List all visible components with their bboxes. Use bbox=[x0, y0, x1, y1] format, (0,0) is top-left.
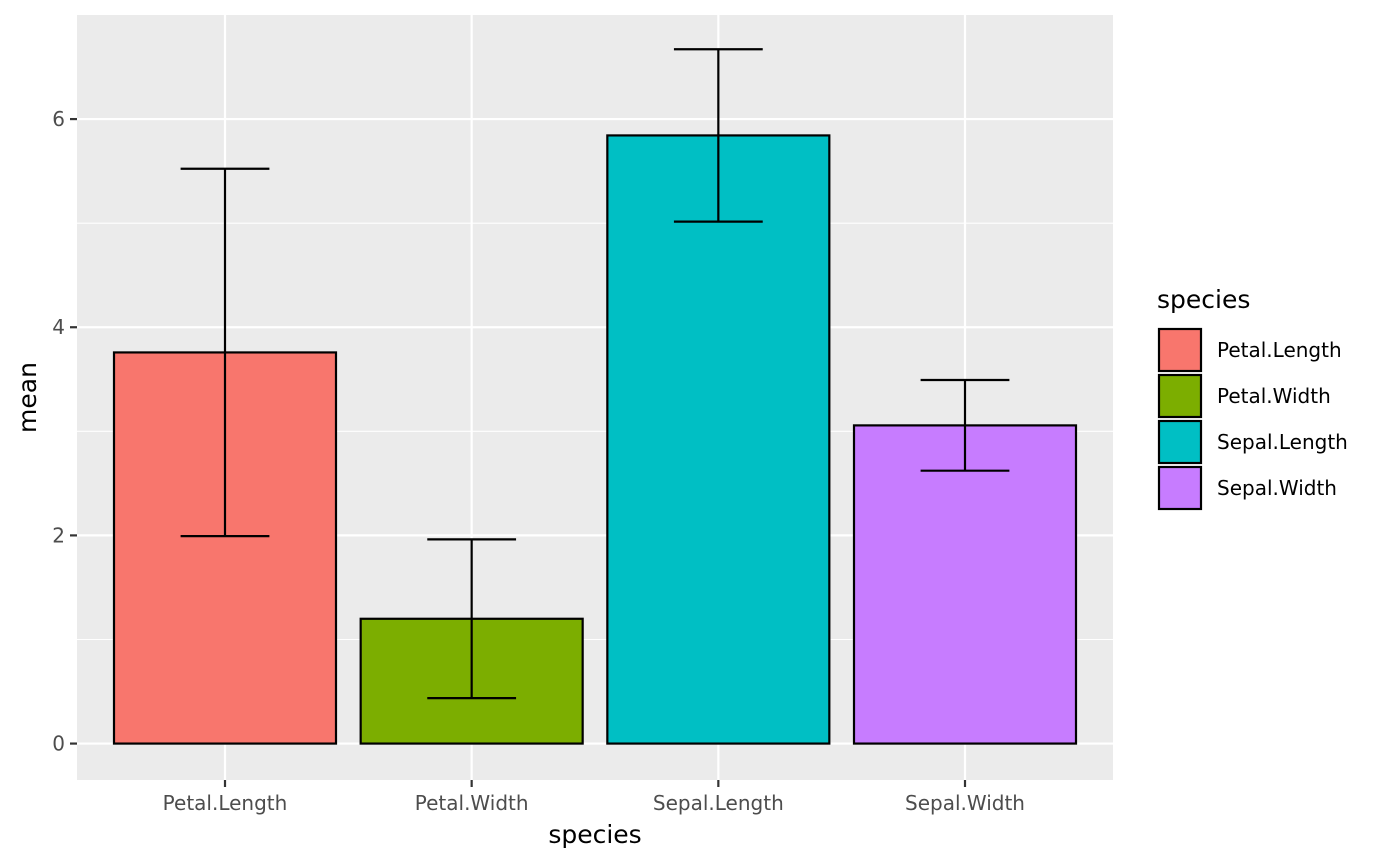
legend-item-sepal-width: Sepal.Width bbox=[1157, 465, 1337, 511]
legend-swatch bbox=[1157, 327, 1203, 373]
x-tick-label: Petal.Width bbox=[415, 791, 529, 815]
legend-label: Petal.Length bbox=[1217, 338, 1342, 362]
legend-label: Sepal.Width bbox=[1217, 476, 1337, 500]
legend-items: Petal.Length Petal.Width Sepal.Length Sepal… bbox=[1157, 327, 1348, 511]
x-tick-label: Sepal.Width bbox=[905, 791, 1025, 815]
errorbar-sepal-width bbox=[920, 378, 1010, 472]
errorbar-petal-length bbox=[180, 167, 270, 538]
legend-swatch bbox=[1157, 419, 1203, 465]
legend-swatch bbox=[1157, 373, 1203, 419]
legend-label: Sepal.Length bbox=[1217, 430, 1348, 454]
x-axis-title: species bbox=[548, 820, 641, 849]
legend-label: Petal.Width bbox=[1217, 384, 1331, 408]
x-tick-label: Petal.Length bbox=[163, 791, 288, 815]
bars bbox=[112, 134, 1078, 745]
legend-item-sepal-length: Sepal.Length bbox=[1157, 419, 1348, 465]
x-axis: Petal.Length Petal.Width Sepal.Length Sepal… bbox=[163, 780, 1025, 815]
legend: species Petal.Length Petal.Width Sepal.Len… bbox=[1157, 285, 1348, 511]
y-tick-label: 6 bbox=[52, 107, 65, 131]
y-axis-title: mean bbox=[13, 362, 42, 433]
error-bars bbox=[180, 48, 1010, 700]
legend-title: species bbox=[1157, 285, 1250, 314]
errorbar-sepal-length bbox=[673, 48, 763, 223]
y-tick-label: 2 bbox=[52, 523, 65, 547]
bar-sepal-length bbox=[606, 134, 831, 745]
x-tick-label: Sepal.Length bbox=[653, 791, 784, 815]
y-tick-label: 4 bbox=[52, 315, 65, 339]
bar-sepal-width bbox=[852, 424, 1078, 745]
y-tick-label: 0 bbox=[52, 732, 65, 756]
legend-item-petal-width: Petal.Width bbox=[1157, 373, 1331, 419]
y-axis: 0 2 4 6 bbox=[52, 107, 77, 756]
legend-swatch bbox=[1157, 465, 1203, 511]
legend-item-petal-length: Petal.Length bbox=[1157, 327, 1342, 373]
errorbar-petal-width bbox=[427, 538, 517, 700]
